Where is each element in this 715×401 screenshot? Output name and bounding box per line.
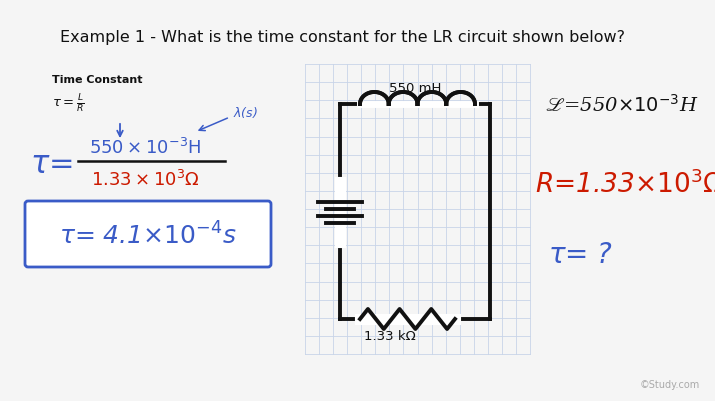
Text: $\tau$= 4.1$\times10^{-4}$s: $\tau$= 4.1$\times10^{-4}$s: [59, 222, 237, 249]
FancyBboxPatch shape: [25, 201, 271, 267]
Text: $\tau = \frac{L}{R}$: $\tau = \frac{L}{R}$: [52, 93, 84, 115]
Text: $550\times10^{-3}$H: $550\times10^{-3}$H: [89, 138, 201, 158]
Text: $\lambda$($s$): $\lambda$($s$): [233, 105, 258, 120]
Text: Time Constant: Time Constant: [52, 75, 142, 85]
Text: $R$=1.33$\times10^{3}$$\Omega$: $R$=1.33$\times10^{3}$$\Omega$: [535, 170, 715, 199]
Text: $1.33\times10^{3}\Omega$: $1.33\times10^{3}\Omega$: [91, 170, 199, 190]
Text: 1.33 kΩ: 1.33 kΩ: [364, 330, 416, 342]
Text: Example 1 - What is the time constant for the LR circuit shown below?: Example 1 - What is the time constant fo…: [60, 30, 625, 45]
Text: $\mathscr{L}$=550$\times10^{-3}$H: $\mathscr{L}$=550$\times10^{-3}$H: [545, 94, 699, 115]
Text: 550 mH: 550 mH: [389, 81, 441, 94]
Text: $\tau$=: $\tau$=: [30, 150, 73, 179]
Text: ©Study.com: ©Study.com: [640, 379, 700, 389]
Text: $\tau$= ?: $\tau$= ?: [548, 241, 613, 268]
